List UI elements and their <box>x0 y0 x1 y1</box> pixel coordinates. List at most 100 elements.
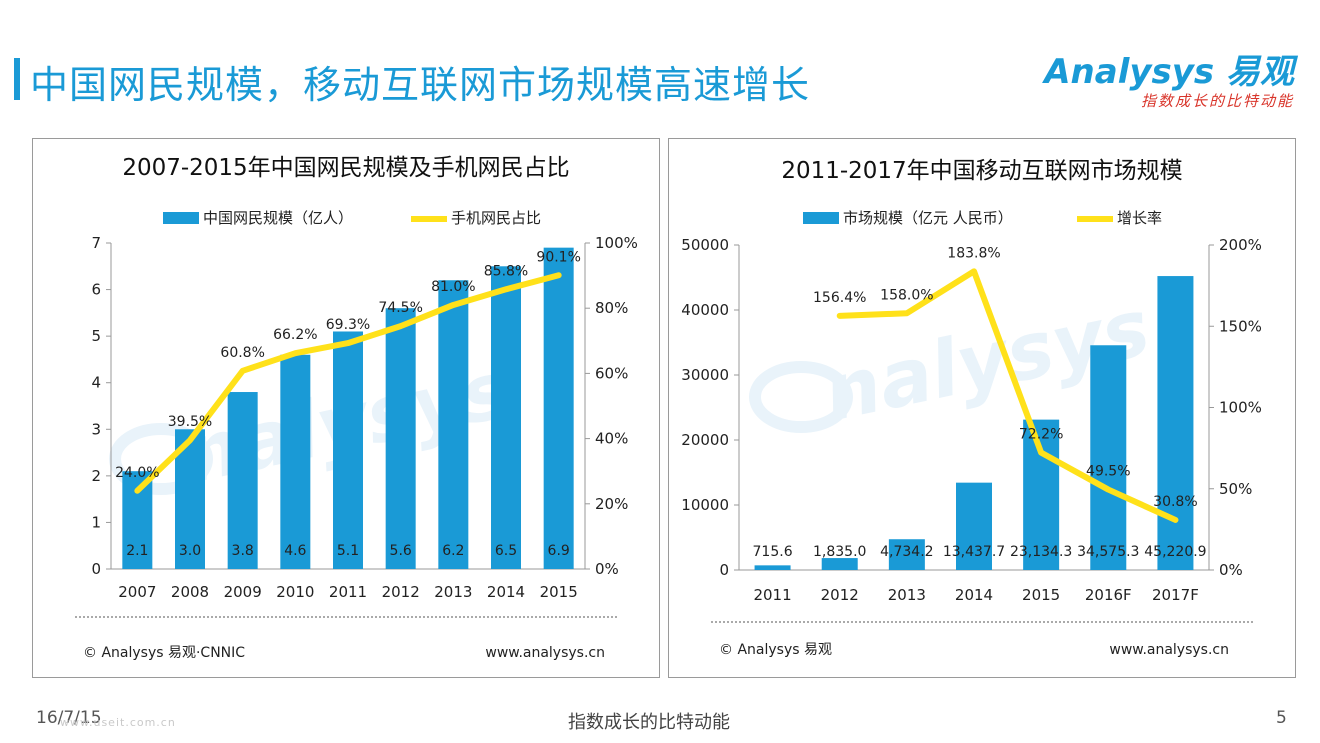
bar-value-label: 13,437.7 <box>943 544 1005 560</box>
watermark-swoosh <box>109 423 213 495</box>
x-tick-label: 2007 <box>118 583 156 601</box>
line-value-label: 74.5% <box>378 300 422 316</box>
x-tick-label: 2008 <box>171 583 209 601</box>
y-tick-label-right: 0% <box>1219 561 1243 579</box>
bar-value-label: 6.2 <box>442 543 464 559</box>
chart-website: www.analysys.cn <box>1109 642 1229 658</box>
page-number: 5 <box>1276 708 1287 728</box>
legend-label-bar: 市场规模（亿元 人民币） <box>843 209 1013 227</box>
chart-source: © Analysys 易观·CNNIC <box>83 645 245 661</box>
bar-value-label: 5.6 <box>390 543 412 559</box>
y-tick-label-right: 100% <box>595 234 638 252</box>
x-tick-label: 2014 <box>487 583 525 601</box>
x-tick-label: 2010 <box>276 583 314 601</box>
y-tick-label-left: 30000 <box>681 366 729 384</box>
y-tick-label-right: 40% <box>595 430 628 448</box>
bar <box>280 354 311 569</box>
line-value-label: 156.4% <box>813 290 866 306</box>
bar <box>491 266 521 569</box>
line-value-label: 60.8% <box>220 345 264 361</box>
x-tick-label: 2009 <box>224 583 262 601</box>
footer-slogan: 指数成长的比特动能 <box>568 712 730 733</box>
legend-label-bar: 中国网民规模（亿人） <box>203 209 353 227</box>
bar <box>333 331 363 569</box>
bar-value-label: 2.1 <box>126 543 148 559</box>
line-value-label: 90.1% <box>536 249 580 265</box>
bar-value-label: 5.1 <box>337 543 359 559</box>
y-tick-label-left: 0 <box>91 560 101 578</box>
x-tick-label: 2012 <box>382 583 420 601</box>
line-value-label: 66.2% <box>273 327 317 343</box>
line-value-label: 69.3% <box>326 317 370 333</box>
chart-website: www.analysys.cn <box>485 645 605 661</box>
analysys-logo: Analysys 易观 指数成长的比特动能 <box>1044 44 1306 114</box>
legend-label-line: 手机网民占比 <box>451 209 541 227</box>
line-value-label: 158.0% <box>880 287 933 303</box>
bar-value-label: 34,575.3 <box>1077 544 1139 560</box>
chart-internet-users: nalysys2007-2015年中国网民规模及手机网民占比中国网民规模（亿人）… <box>75 155 638 661</box>
growth-line <box>836 268 1179 523</box>
y-tick-label-left: 7 <box>91 234 101 252</box>
line-value-label: 30.8% <box>1153 494 1197 510</box>
x-tick-label: 2011 <box>329 583 367 601</box>
x-tick-label: 2014 <box>955 586 993 604</box>
line-value-label: 49.5% <box>1086 464 1130 480</box>
y-tick-label-left: 4 <box>91 374 101 392</box>
line-value-label: 85.8% <box>484 263 528 279</box>
y-tick-label-left: 10000 <box>681 496 729 514</box>
bar <box>1090 345 1127 570</box>
x-tick-label: 2015 <box>540 583 578 601</box>
legend-swatch-bar <box>163 212 199 224</box>
bar-value-label: 23,134.3 <box>1010 544 1072 560</box>
x-tick-label: 2016F <box>1085 586 1132 604</box>
y-tick-label-left: 1 <box>91 513 101 531</box>
bar <box>888 539 925 570</box>
bar-value-label: 1,835.0 <box>813 544 866 560</box>
y-tick-label-right: 0% <box>595 560 619 578</box>
y-tick-label-left: 5 <box>91 327 101 345</box>
y-tick-label-left: 50000 <box>681 236 729 254</box>
chart-title: 2011-2017年中国移动互联网市场规模 <box>781 158 1182 184</box>
y-tick-label-right: 80% <box>595 299 628 317</box>
y-tick-label-right: 200% <box>1219 236 1262 254</box>
line-value-label: 81.0% <box>431 279 475 295</box>
bar-value-label: 3.8 <box>232 543 254 559</box>
y-tick-label-right: 150% <box>1219 317 1262 335</box>
chart-panel-mobile-market: nalysys 2011-2017年中国移动互联网市场规模 市场规模（亿元 人民币）… <box>668 138 1296 678</box>
bar-value-label: 4.6 <box>284 543 306 559</box>
y-tick-label-right: 50% <box>1219 480 1252 498</box>
bar <box>821 558 858 570</box>
logo-wordmark: Analysys 易观 <box>1044 52 1294 92</box>
bar <box>438 280 469 569</box>
line-value-label: 72.2% <box>1019 427 1063 443</box>
x-tick-label: 2011 <box>753 586 791 604</box>
x-tick-label: 2015 <box>1022 586 1060 604</box>
line-value-label: 183.8% <box>947 245 1000 261</box>
line-value-label: 39.5% <box>168 414 212 430</box>
bar-value-label: 45,220.9 <box>1144 544 1206 560</box>
footer-date: 16/7/15 <box>36 708 102 728</box>
bar-value-label: 4,734.2 <box>880 544 933 560</box>
footer-watermark-site: www.useit.com.cn <box>60 716 176 729</box>
bar <box>1157 276 1194 570</box>
bar <box>385 308 416 569</box>
y-tick-label-left: 0 <box>719 561 729 579</box>
watermark-swoosh <box>749 361 853 433</box>
y-tick-label-left: 3 <box>91 420 101 438</box>
bar-value-label: 6.5 <box>495 543 517 559</box>
y-tick-label-left: 20000 <box>681 431 729 449</box>
y-tick-label-left: 2 <box>91 467 101 485</box>
y-tick-label-left: 40000 <box>681 301 729 319</box>
bar-value-label: 6.9 <box>548 543 570 559</box>
x-tick-label: 2012 <box>821 586 859 604</box>
x-tick-label: 2013 <box>888 586 926 604</box>
x-tick-label: 2013 <box>434 583 472 601</box>
bar <box>956 482 992 570</box>
chart-title: 2007-2015年中国网民规模及手机网民占比 <box>122 155 569 181</box>
y-tick-label-right: 20% <box>595 495 628 513</box>
bar <box>543 247 574 569</box>
logo-slogan: 指数成长的比特动能 <box>1140 92 1294 110</box>
title-accent-bar <box>14 58 20 100</box>
logo-mark: A <box>1044 52 1071 92</box>
